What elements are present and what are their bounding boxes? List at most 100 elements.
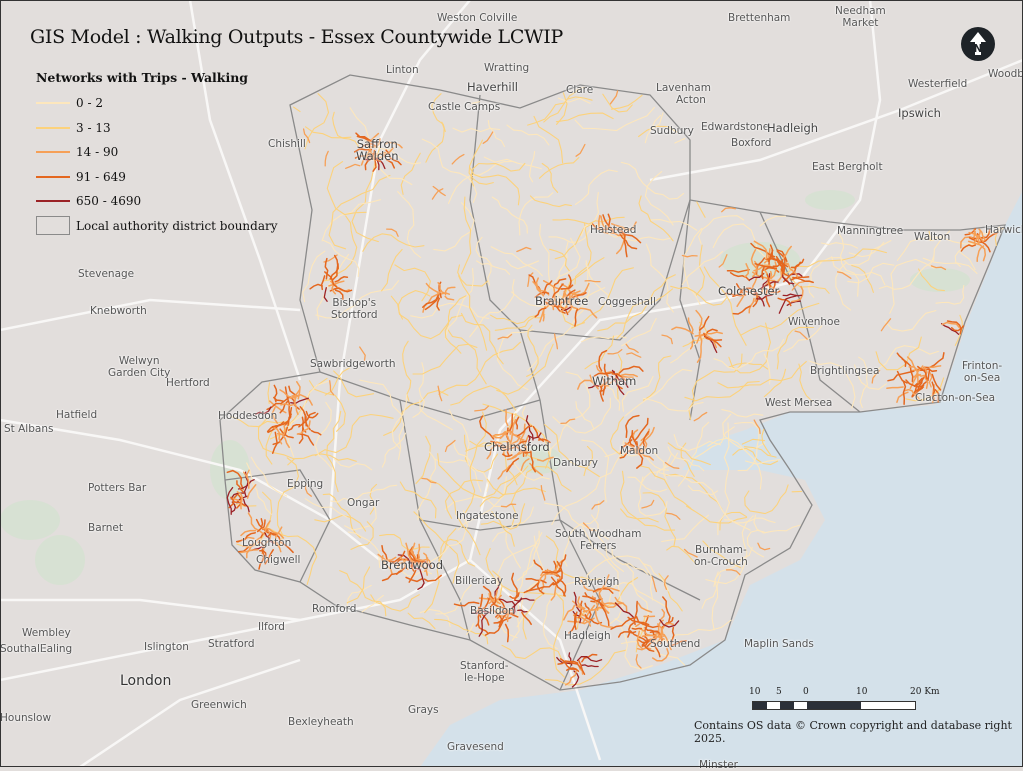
place-label: Needham Market — [835, 5, 886, 29]
scale-label: 10 — [749, 687, 760, 697]
green-area — [35, 535, 85, 585]
place-label: Billericay — [455, 575, 503, 587]
legend-title: Networks with Trips - Walking — [36, 70, 278, 85]
green-area — [910, 268, 970, 292]
place-label: Stratford — [208, 638, 255, 650]
place-label: Minster — [699, 759, 738, 771]
green-area — [0, 500, 60, 540]
legend-item: 0 - 2 — [36, 91, 278, 116]
place-label: Acton — [676, 94, 706, 106]
place-label: Walton — [914, 231, 950, 243]
place-label: Southend — [650, 638, 700, 650]
place-label: Romford — [312, 603, 356, 615]
place-label: Hadleigh — [767, 121, 818, 135]
place-label: Southall — [0, 643, 43, 655]
scale-label: 20 Km — [910, 687, 940, 697]
map-title: GIS Model : Walking Outputs - Essex Coun… — [30, 26, 563, 48]
place-label: Wratting — [484, 62, 529, 74]
place-label: Bishop's Stortford — [331, 297, 378, 321]
network-link — [632, 629, 641, 630]
legend-item: 3 - 13 — [36, 116, 278, 141]
scale-label: 10 — [856, 687, 867, 697]
place-label: Ongar — [347, 497, 379, 509]
place-label: Bexleyheath — [288, 716, 354, 728]
legend-swatch — [36, 200, 70, 202]
scale-label: 5 — [776, 687, 782, 697]
place-label: Halstead — [590, 224, 636, 236]
place-label: Welwyn Garden City — [108, 355, 170, 379]
place-label: Braintree — [535, 294, 588, 308]
place-label: Maplin Sands — [744, 638, 814, 650]
scale-bar: 10 5 0 10 20 Km — [752, 687, 952, 710]
place-label: Haverhill — [467, 80, 518, 94]
place-label: St Albans — [4, 423, 53, 435]
place-label: Burnham- on-Crouch — [694, 544, 748, 568]
place-label: Edwardstone — [701, 121, 769, 133]
legend-label: 14 - 90 — [76, 145, 118, 159]
place-label: Westerfield — [908, 78, 967, 90]
legend-swatch — [36, 151, 70, 153]
place-label: Hoddesdon — [218, 410, 277, 422]
place-label: Brentwood — [381, 558, 443, 572]
place-label: Ilford — [258, 621, 285, 633]
place-label: Hertford — [166, 377, 210, 389]
green-area — [805, 190, 855, 210]
legend-label: Local authority district boundary — [76, 219, 278, 233]
legend-swatch — [36, 127, 70, 129]
place-label: Islington — [144, 641, 189, 653]
place-label: Grays — [408, 704, 439, 716]
legend-label: 0 - 2 — [76, 96, 103, 110]
place-label: Wivenhoe — [788, 316, 840, 328]
svg-text:N: N — [973, 42, 982, 55]
place-label: Woodbridge — [988, 68, 1023, 80]
place-label: Danbury — [553, 457, 598, 469]
legend-item: 14 - 90 — [36, 140, 278, 165]
legend-swatch — [36, 176, 70, 178]
place-label: East Bergholt — [812, 161, 883, 173]
place-label: Weston Colville — [437, 12, 517, 24]
place-label: South Woodham Ferrers — [555, 528, 641, 552]
legend-item: Local authority district boundary — [36, 214, 278, 239]
place-label: Gravesend — [447, 741, 504, 753]
place-label: Rayleigh — [574, 576, 619, 588]
place-label: Knebworth — [90, 305, 147, 317]
legend-item: 91 - 649 — [36, 165, 278, 190]
place-label: Chelmsford — [484, 440, 550, 454]
legend-label: 3 - 13 — [76, 121, 111, 135]
copyright-notice: Contains OS data © Crown copyright and d… — [694, 719, 1023, 745]
place-label: Ipswich — [898, 106, 941, 120]
north-arrow-icon: N — [961, 27, 995, 61]
place-label: Sudbury — [650, 125, 694, 137]
place-label: Hadleigh — [564, 630, 611, 642]
place-label: Lavenham — [656, 82, 711, 94]
place-label: Loughton — [242, 537, 291, 549]
place-label: Frinton- on-Sea — [962, 360, 1002, 384]
place-label: Ingatestone — [456, 510, 519, 522]
place-label: Boxford — [731, 137, 771, 149]
place-label: Coggeshall — [598, 296, 656, 308]
place-label: Manningtree — [837, 225, 903, 237]
legend-label: 91 - 649 — [76, 170, 126, 184]
place-label: Colchester — [718, 284, 779, 298]
place-label: Ealing — [40, 643, 72, 655]
place-label: Castle Camps — [428, 101, 500, 113]
place-label: Barnet — [88, 522, 123, 534]
place-label: Stanford- le-Hope — [460, 660, 509, 684]
place-label: Epping — [287, 478, 323, 490]
place-label: Hatfield — [56, 409, 97, 421]
place-label: Brettenham — [728, 12, 790, 24]
network-link — [887, 387, 903, 388]
scale-label: 0 — [803, 687, 809, 697]
place-label: Witham — [592, 374, 636, 388]
legend-item: 650 - 4690 — [36, 189, 278, 214]
place-label: Hounslow — [0, 712, 51, 724]
place-label: Saffron Walden — [356, 138, 399, 162]
place-label: Chigwell — [256, 554, 300, 566]
legend-boundary-swatch — [36, 216, 70, 235]
place-label: Clacton-on-Sea — [915, 392, 995, 404]
place-label: Stevenage — [78, 268, 134, 280]
legend-label: 650 - 4690 — [76, 194, 141, 208]
place-label: Sawbridgeworth — [310, 358, 395, 370]
place-label: Potters Bar — [88, 482, 146, 494]
place-label: Harwich — [985, 224, 1023, 236]
